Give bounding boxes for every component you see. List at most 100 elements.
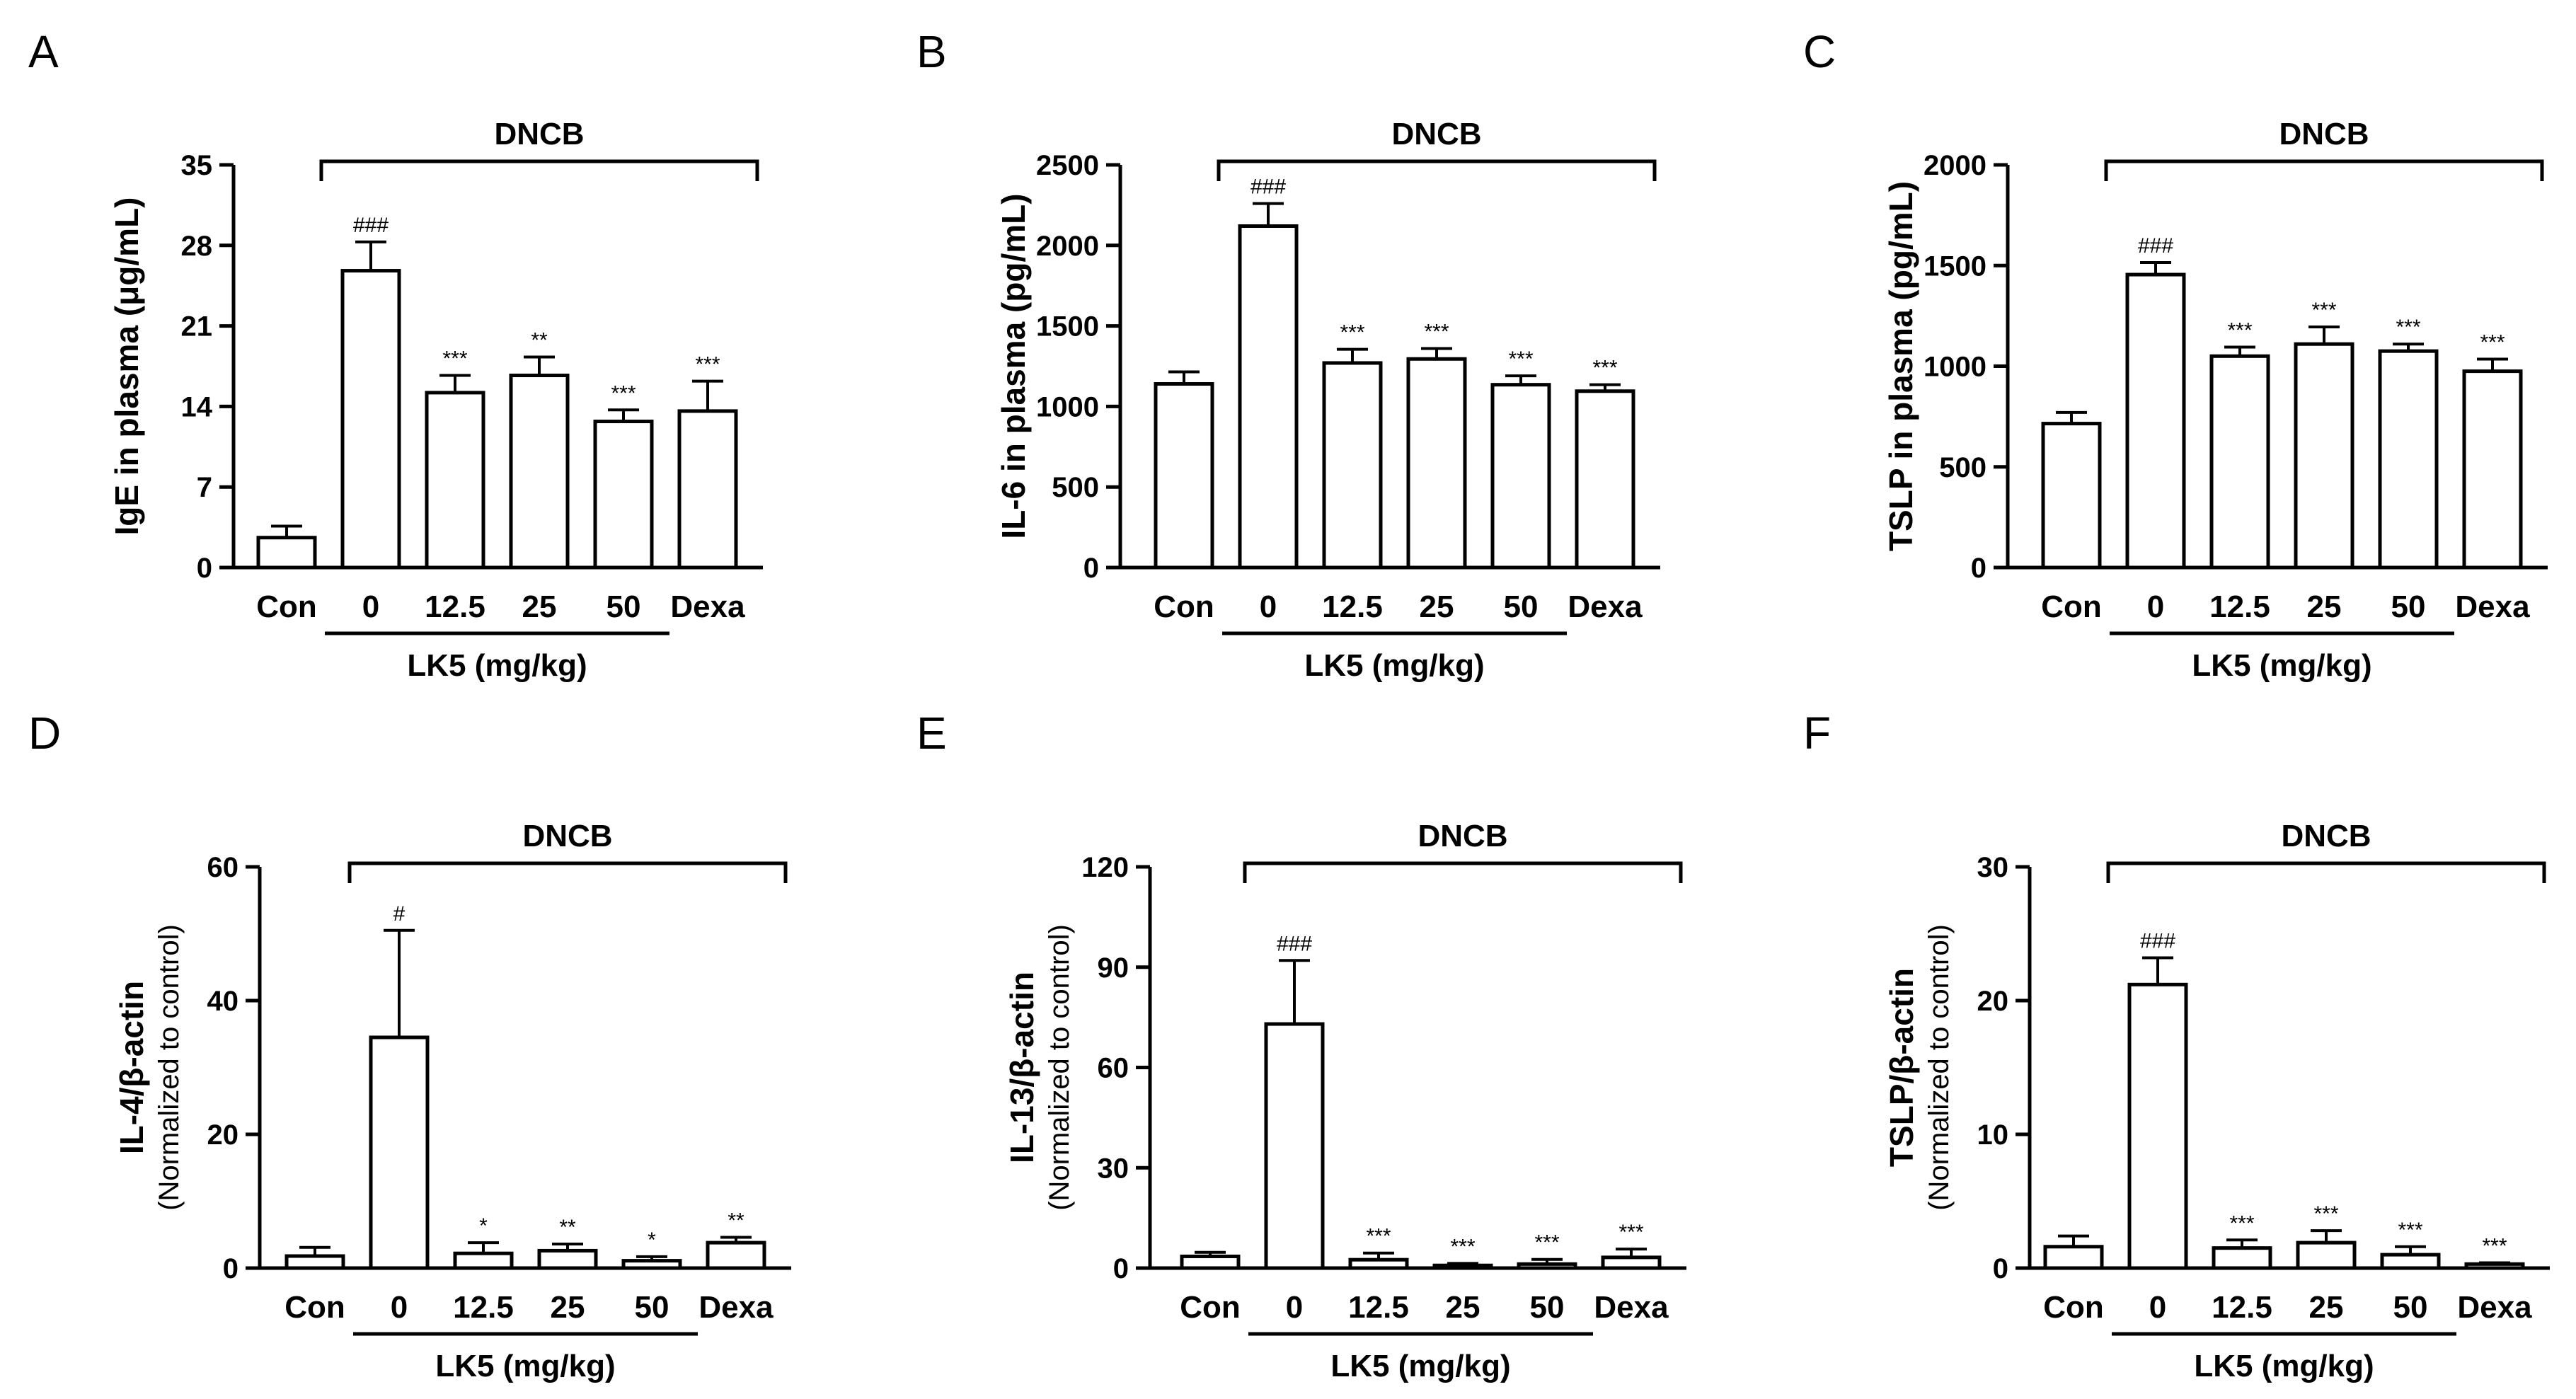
y-axis-title: IgE in plasma (μg/mL)	[108, 197, 145, 536]
x-category-label: 25	[2309, 1290, 2344, 1325]
treatment-label: DNCB	[522, 819, 612, 853]
significance-mark: **	[728, 1209, 744, 1233]
y-tick-label: 0	[223, 1253, 238, 1284]
x-category-label: Con	[1180, 1290, 1241, 1325]
x-category-label: Dexa	[1568, 589, 1643, 624]
treatment-bracket	[1243, 861, 1683, 883]
x-category-label: Con	[2041, 589, 2102, 624]
significance-mark: ***	[442, 347, 467, 371]
y-axis-subtitle: (Normalized to control)	[154, 924, 185, 1211]
y-tick-label: 30	[1977, 852, 2009, 883]
dose-group-label: LK5 (mg/kg)	[407, 648, 587, 683]
x-category-label: 50	[1530, 1290, 1565, 1325]
bar	[2462, 369, 2523, 570]
y-tick-label: 2000	[1924, 150, 1986, 181]
y-tick-label: 20	[207, 1119, 239, 1151]
bar	[453, 1251, 514, 1270]
bar	[537, 1248, 598, 1270]
x-category-label: 50	[2393, 1290, 2428, 1325]
panels-container: A 0 7 14 21 28 35 IgE in plasma (μg/mL) Con ### 0 *…	[28, 26, 2550, 1383]
significance-mark: ***	[1340, 321, 1364, 345]
significance-mark: ###	[1277, 932, 1312, 955]
x-category-label: 12.5	[2209, 589, 2270, 624]
significance-mark: ***	[2398, 1219, 2422, 1242]
bar	[1348, 1257, 1409, 1270]
bar	[2041, 422, 2102, 570]
x-category-label: 0	[2147, 589, 2164, 624]
significance-mark: ***	[695, 353, 720, 376]
significance-mark: ***	[1508, 347, 1533, 371]
significance-mark: ***	[1424, 320, 1449, 343]
bar	[621, 1259, 682, 1270]
significance-mark: ###	[353, 214, 389, 237]
bar	[2127, 982, 2188, 1270]
significance-mark: ***	[1592, 357, 1617, 380]
bar	[2125, 272, 2186, 570]
panel-letter: D	[28, 708, 61, 759]
significance-mark: ***	[2482, 1234, 2507, 1257]
y-tick-label: 0	[1993, 1253, 2008, 1284]
y-tick-label: 30	[1098, 1153, 1129, 1184]
significance-mark: ***	[1366, 1225, 1391, 1248]
y-tick-label: 0	[1083, 553, 1099, 584]
bar	[1154, 382, 1214, 570]
bar	[2380, 1253, 2441, 1270]
y-axis-title: TSLP/β-actin	[1883, 968, 1920, 1167]
x-category-label: 25	[1420, 589, 1454, 624]
treatment-bracket	[319, 159, 759, 181]
panel-letter: C	[1803, 26, 1836, 77]
y-tick-label: 1500	[1036, 311, 1099, 342]
significance-mark: **	[531, 328, 548, 352]
bar	[677, 409, 738, 570]
treatment-bracket	[2106, 861, 2546, 883]
y-axis-title: IL-4/β-actin	[113, 981, 150, 1154]
y-tick-label: 1500	[1924, 251, 1986, 282]
treatment-label: DNCB	[494, 117, 584, 151]
bar	[1601, 1255, 1662, 1270]
significance-mark: #	[393, 902, 406, 926]
bar	[509, 374, 570, 570]
significance-mark: ***	[2480, 331, 2505, 355]
significance-mark: ***	[2311, 299, 2336, 322]
bar	[284, 1254, 345, 1270]
bar	[1406, 357, 1467, 570]
panel-letter: B	[916, 26, 947, 77]
y-tick-label: 1000	[1036, 391, 1099, 422]
treatment-bracket	[2104, 159, 2544, 181]
significance-mark: ***	[611, 381, 636, 405]
dose-group-label: LK5 (mg/kg)	[2192, 648, 2371, 683]
y-tick-label: 60	[1098, 1053, 1129, 1084]
bar	[1180, 1254, 1241, 1270]
bar	[2464, 1262, 2525, 1270]
x-category-label: 25	[551, 1290, 585, 1325]
x-category-label: Dexa	[2455, 589, 2530, 624]
treatment-bracket	[347, 861, 788, 883]
x-category-label: 12.5	[1348, 1290, 1409, 1325]
significance-mark: *	[479, 1214, 488, 1238]
y-tick-label: 0	[1113, 1253, 1129, 1284]
significance-mark: ***	[1450, 1235, 1475, 1258]
x-category-label: 12.5	[453, 1290, 514, 1325]
x-category-label: 0	[2149, 1290, 2166, 1325]
bar	[2209, 354, 2270, 570]
chart-panel-a: A 0 7 14 21 28 35 IgE in plasma (μg/mL) Con ### 0 *…	[28, 26, 763, 683]
bar	[1322, 361, 1383, 570]
treatment-label: DNCB	[2281, 819, 2371, 853]
x-category-label: 50	[2391, 589, 2426, 624]
x-category-label: 0	[362, 589, 379, 624]
x-category-label: 50	[1504, 589, 1539, 624]
treatment-label: DNCB	[1418, 819, 1507, 853]
y-tick-label: 14	[181, 391, 213, 422]
panel-letter: F	[1803, 708, 1831, 759]
dose-group-label: LK5 (mg/kg)	[435, 1349, 615, 1383]
dose-group-label: LK5 (mg/kg)	[1330, 1349, 1510, 1383]
x-category-label: 25	[2307, 589, 2342, 624]
x-category-label: Dexa	[1594, 1290, 1669, 1325]
y-tick-label: 120	[1081, 852, 1129, 883]
y-tick-label: 21	[181, 311, 213, 342]
y-tick-label: 0	[197, 553, 212, 584]
bar	[1238, 224, 1299, 570]
y-tick-label: 10	[1977, 1119, 2009, 1151]
